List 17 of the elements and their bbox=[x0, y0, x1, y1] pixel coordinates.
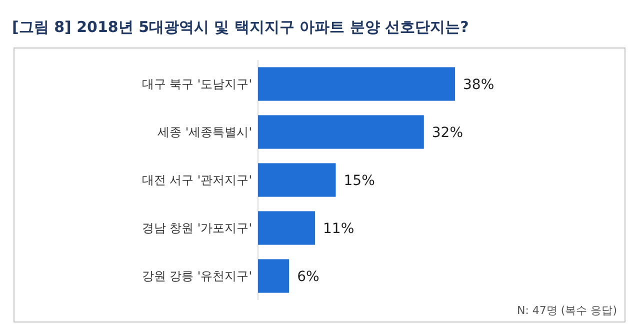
bar bbox=[258, 115, 424, 149]
data-label: 15% bbox=[344, 172, 375, 189]
y-tick-label: 강원 강릉 '유천지구' bbox=[142, 269, 252, 284]
bar bbox=[258, 211, 316, 245]
bar bbox=[258, 67, 455, 101]
text: N: 47명 (복수 응답) bbox=[516, 304, 617, 317]
y-tick-label: 세종 '세종특별시' bbox=[158, 125, 252, 140]
chart-title: [그림 8] 2018년 5대광역시 및 택지지구 아파트 분양 선호단지는? bbox=[12, 18, 469, 36]
y-tick-label: 대구 북구 '도남지구' bbox=[142, 77, 252, 92]
bar bbox=[258, 163, 336, 197]
bar bbox=[258, 259, 290, 293]
y-tick-label: 경남 창원 '가포지구' bbox=[142, 221, 252, 236]
data-label: 32% bbox=[432, 124, 464, 141]
data-label: 11% bbox=[323, 220, 354, 237]
data-label: 38% bbox=[463, 76, 494, 93]
y-tick-label: 대전 서구 '관저지구' bbox=[142, 173, 252, 188]
data-label: 6% bbox=[297, 268, 320, 285]
